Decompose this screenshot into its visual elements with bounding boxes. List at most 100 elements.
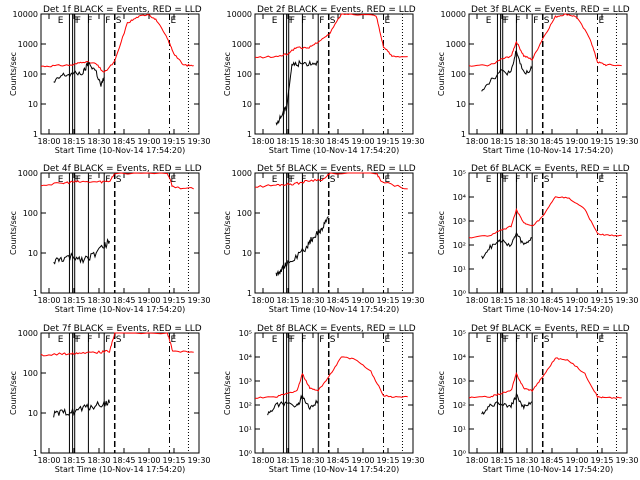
interval-marker: E bbox=[599, 16, 605, 26]
x-tick-label: 18:45 bbox=[540, 137, 563, 146]
y-tick-label: 10 bbox=[28, 100, 38, 109]
lld-series-line bbox=[254, 356, 408, 399]
y-tick-label: 1000 bbox=[446, 40, 466, 49]
plot-frame bbox=[40, 13, 200, 135]
interval-marker: E bbox=[171, 16, 177, 26]
lld-series-line bbox=[254, 13, 408, 59]
interval-marker: F bbox=[290, 175, 295, 185]
x-tick-label: 18:30 bbox=[515, 296, 538, 305]
x-tick-label: 19:30 bbox=[401, 456, 424, 465]
lld-series-line bbox=[468, 196, 622, 239]
lld-series-line bbox=[468, 13, 622, 67]
x-tick-label: 19:00 bbox=[351, 137, 374, 146]
interval-marker: F bbox=[87, 175, 92, 185]
lld-series-line bbox=[40, 332, 194, 357]
interval-marker: F bbox=[301, 16, 306, 26]
y-axis-label: Counts/sec bbox=[437, 211, 446, 255]
interval-marker: S bbox=[116, 335, 122, 345]
y-axis-label: Counts/sec bbox=[9, 371, 18, 415]
y-tick-label: 1 bbox=[247, 130, 252, 139]
x-tick-label: 19:00 bbox=[137, 296, 160, 305]
lld-series-line bbox=[40, 14, 194, 73]
panel-det-2: Det 2f BLACK = Events, RED = LLD 1 10 100 10… bbox=[223, 5, 425, 155]
x-tick-label: 18:45 bbox=[112, 456, 135, 465]
interval-marker: F bbox=[288, 16, 293, 26]
x-axis-label: Start Time (10-Nov-14 17:54:20) bbox=[55, 305, 185, 314]
interval-marker: F bbox=[290, 335, 295, 345]
y-tick-label: 10¹ bbox=[453, 265, 466, 274]
events-series-line bbox=[267, 393, 319, 416]
y-tick-label: 10¹ bbox=[453, 425, 466, 434]
y-tick-label: 1000 bbox=[18, 329, 38, 338]
y-tick-label: 10³ bbox=[239, 377, 252, 386]
interval-marker: F bbox=[504, 335, 509, 345]
x-tick-label: 19:15 bbox=[162, 296, 185, 305]
events-series-line bbox=[481, 231, 533, 260]
x-tick-label: 19:15 bbox=[162, 456, 185, 465]
plot-frame bbox=[468, 332, 628, 454]
x-tick-label: 18:45 bbox=[540, 296, 563, 305]
interval-marker: F bbox=[105, 335, 110, 345]
interval-marker: F bbox=[515, 335, 520, 345]
x-tick-label: 18:30 bbox=[515, 137, 538, 146]
x-tick-label: 18:00 bbox=[37, 456, 60, 465]
x-tick-label: 19:15 bbox=[376, 137, 399, 146]
events-series-line bbox=[481, 50, 533, 92]
interval-marker: F bbox=[319, 16, 324, 26]
x-tick-label: 19:30 bbox=[615, 456, 638, 465]
x-tick-label: 18:30 bbox=[87, 456, 110, 465]
y-tick-label: 1 bbox=[461, 130, 466, 139]
interval-marker: S bbox=[330, 335, 336, 345]
interval-marker: F bbox=[502, 16, 507, 26]
interval-marker: E bbox=[58, 175, 64, 185]
interval-marker: E bbox=[58, 16, 64, 26]
interval-marker: F bbox=[502, 175, 507, 185]
y-tick-label: 10³ bbox=[453, 377, 466, 386]
interval-marker: E bbox=[599, 175, 605, 185]
x-tick-label: 18:00 bbox=[251, 456, 274, 465]
x-tick-label: 19:00 bbox=[351, 456, 374, 465]
interval-marker: E bbox=[486, 335, 492, 345]
x-axis-label: Start Time (10-Nov-14 17:54:20) bbox=[269, 465, 399, 474]
x-axis-label: Start Time (10-Nov-14 17:54:20) bbox=[55, 146, 185, 155]
y-tick-label: 10⁰ bbox=[453, 289, 466, 298]
y-tick-label: 10 bbox=[28, 409, 38, 418]
y-tick-label: 10⁰ bbox=[239, 449, 252, 458]
y-tick-label: 1000 bbox=[232, 169, 252, 178]
y-tick-label: 10000 bbox=[441, 10, 466, 19]
interval-marker: S bbox=[330, 175, 336, 185]
panel-title: Det 3f BLACK = Events, RED = LLD bbox=[471, 5, 630, 15]
interval-marker: F bbox=[288, 335, 293, 345]
interval-marker: E bbox=[58, 335, 64, 345]
x-tick-label: 18:15 bbox=[62, 456, 85, 465]
x-tick-label: 18:15 bbox=[62, 296, 85, 305]
x-tick-label: 18:00 bbox=[37, 296, 60, 305]
y-tick-label: 10 bbox=[28, 249, 38, 258]
y-tick-label: 100 bbox=[23, 369, 38, 378]
plot-frame bbox=[468, 13, 628, 135]
x-tick-label: 18:45 bbox=[112, 296, 135, 305]
y-axis-label: Counts/sec bbox=[437, 371, 446, 415]
events-series-line bbox=[53, 237, 110, 265]
y-tick-label: 10⁰ bbox=[453, 449, 466, 458]
interval-marker: F bbox=[533, 335, 538, 345]
interval-marker: S bbox=[544, 16, 550, 26]
y-tick-label: 1 bbox=[247, 289, 252, 298]
y-tick-label: 10⁴ bbox=[239, 353, 252, 362]
x-axis-label: Start Time (10-Nov-14 17:54:20) bbox=[483, 465, 613, 474]
y-tick-label: 10⁴ bbox=[453, 193, 466, 202]
x-tick-label: 19:30 bbox=[187, 456, 210, 465]
interval-marker: S bbox=[544, 335, 550, 345]
y-tick-label: 10⁵ bbox=[453, 329, 466, 338]
x-tick-label: 18:30 bbox=[515, 456, 538, 465]
interval-marker: F bbox=[74, 175, 79, 185]
y-tick-label: 1000 bbox=[18, 40, 38, 49]
x-tick-label: 19:15 bbox=[590, 137, 613, 146]
interval-marker: E bbox=[385, 335, 391, 345]
interval-marker: E bbox=[385, 16, 391, 26]
interval-marker: E bbox=[486, 175, 492, 185]
x-axis-label: Start Time (10-Nov-14 17:54:20) bbox=[483, 305, 613, 314]
interval-marker: E bbox=[171, 335, 177, 345]
interval-marker: F bbox=[76, 16, 81, 26]
y-axis-label: Counts/sec bbox=[223, 52, 232, 96]
